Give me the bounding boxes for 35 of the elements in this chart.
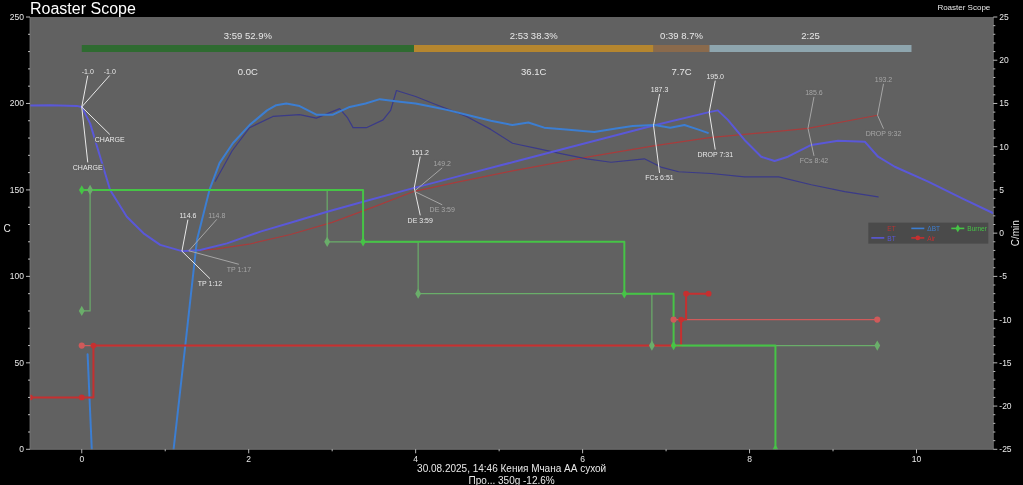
y-tick-label: 0 (19, 444, 25, 455)
y-tick-label: 250 (9, 12, 25, 22)
y2-tick-label: 0 (999, 228, 1005, 239)
annotation: 7.7C (671, 65, 692, 77)
chart-subtitle: Roaster Scope (937, 3, 991, 12)
x-tick-label: 6 (580, 454, 586, 465)
y-tick-label: 200 (9, 98, 25, 109)
chart-title: Roaster Scope (30, 0, 136, 17)
x-tick-label: 8 (747, 454, 753, 465)
y2-tick-label: 15 (999, 98, 1010, 109)
annotation: 0:39 8.7% (660, 29, 704, 41)
y2-tick-label: 5 (999, 184, 1005, 195)
annotation: 2:53 38.3% (509, 29, 559, 41)
x-tick-label: 0 (79, 454, 85, 465)
x-tick-label: 2 (246, 454, 252, 465)
annotation: 2:25 (801, 29, 820, 41)
y-tick-label: 150 (9, 184, 25, 195)
y2-tick-label: -20 (999, 401, 1012, 412)
y2-tick-label: -10 (999, 314, 1012, 325)
y-axis-title: C (3, 222, 11, 234)
x-tick-label: 10 (911, 454, 922, 465)
x-tick-label: 4 (413, 454, 419, 465)
y2-tick-label: 10 (999, 141, 1010, 152)
x-axis-title: 30.08.2025, 14:46 Кения Мчана АА сухой Про... 350g -12.6% (417, 462, 607, 485)
y2-tick-label: 25 (999, 12, 1010, 22)
y-tick-label: 50 (14, 357, 25, 368)
annotation: 3:59 52.9% (223, 29, 273, 41)
y2-tick-label: -5 (999, 271, 1008, 282)
y2-tick-label: -25 (999, 444, 1012, 455)
y2-tick-label: -15 (999, 357, 1012, 368)
y-tick-label: 100 (9, 271, 25, 282)
annotation: 36.1C (521, 65, 547, 77)
y2-axis-title: C/min (1009, 220, 1021, 247)
annotation: 0.0C (237, 65, 259, 77)
y2-tick-label: 20 (999, 55, 1010, 66)
